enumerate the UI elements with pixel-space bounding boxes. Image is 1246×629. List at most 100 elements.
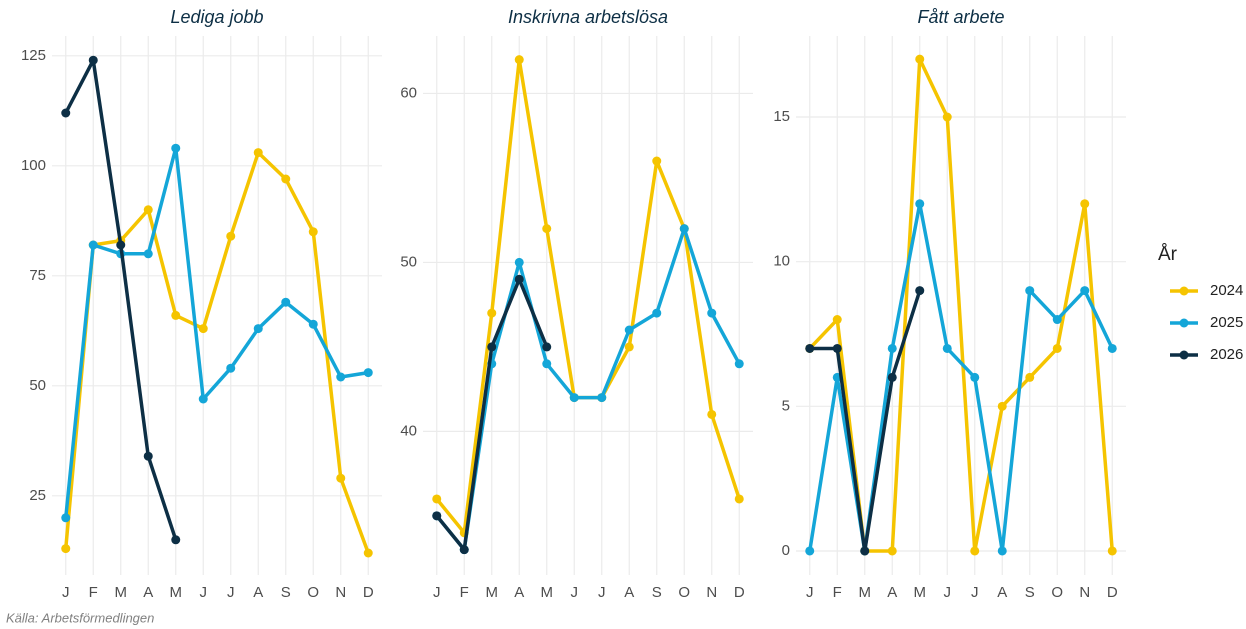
panel-title: Lediga jobb [170, 7, 263, 27]
y-tick-label: 100 [21, 157, 46, 174]
point [336, 372, 346, 382]
legend-label: 2024 [1210, 282, 1243, 299]
point [542, 359, 552, 369]
point [624, 325, 634, 335]
point [542, 224, 552, 234]
x-tick-label: J [571, 584, 579, 601]
point [942, 343, 952, 353]
point [1052, 343, 1062, 353]
point [61, 513, 71, 523]
y-tick-label: 25 [29, 487, 46, 504]
point [1107, 343, 1117, 353]
point [887, 372, 897, 382]
x-tick-label: F [460, 584, 469, 601]
point [915, 286, 925, 296]
x-tick-label: A [253, 584, 263, 601]
point [363, 368, 373, 378]
point [1052, 315, 1062, 325]
legend-label: 2025 [1210, 314, 1243, 331]
point [1025, 286, 1035, 296]
point [832, 315, 842, 325]
x-tick-label: F [89, 584, 98, 601]
y-tick-label: 0 [782, 542, 790, 559]
point [707, 308, 717, 318]
x-tick-label: M [486, 584, 499, 601]
point [997, 401, 1007, 411]
point [805, 546, 815, 556]
point [832, 343, 842, 353]
x-tick-label: A [624, 584, 634, 601]
x-tick-label: D [734, 584, 745, 601]
x-tick-label: A [997, 584, 1007, 601]
series-line [808, 202, 1114, 553]
point [143, 249, 153, 259]
legend-label: 2026 [1210, 346, 1243, 363]
point [116, 240, 126, 250]
y-tick-label: 125 [21, 47, 46, 64]
x-tick-label: F [833, 584, 842, 601]
x-tick-label: S [652, 584, 662, 601]
point [887, 343, 897, 353]
legend-swatch [1179, 318, 1189, 328]
x-tick-label: J [806, 584, 814, 601]
x-tick-label: M [914, 584, 927, 601]
legend-swatch [1179, 350, 1189, 360]
y-tick-label: 50 [29, 377, 46, 394]
point [88, 55, 98, 65]
panel-title: Inskrivna arbetslösa [508, 7, 668, 27]
point [1080, 199, 1090, 209]
x-tick-label: J [200, 584, 208, 601]
x-tick-label: J [433, 584, 441, 601]
point [308, 227, 318, 237]
point [363, 548, 373, 558]
point [143, 451, 153, 461]
point [569, 393, 579, 403]
series-line [64, 146, 369, 518]
point [226, 363, 236, 373]
point [1080, 286, 1090, 296]
panel-title: Fått arbete [917, 7, 1004, 27]
y-tick-label: 5 [782, 397, 790, 414]
point [226, 231, 236, 241]
x-tick-label: M [541, 584, 554, 601]
point [432, 511, 442, 521]
point [1107, 546, 1117, 556]
x-tick-label: N [1079, 584, 1090, 601]
x-tick-label: J [944, 584, 952, 601]
x-tick-label: J [227, 584, 235, 601]
point [514, 55, 524, 65]
x-tick-label: D [363, 584, 374, 601]
point [915, 199, 925, 209]
point [171, 143, 181, 153]
point [171, 310, 181, 320]
x-tick-label: S [281, 584, 291, 601]
point [970, 546, 980, 556]
point [679, 224, 689, 234]
point [1025, 372, 1035, 382]
x-tick-label: N [335, 584, 346, 601]
point [942, 112, 952, 122]
point [487, 342, 497, 352]
point [281, 174, 291, 184]
x-tick-label: J [971, 584, 979, 601]
point [88, 240, 98, 250]
point [487, 308, 497, 318]
caption: Källa: Arbetsförmedlingen [6, 610, 154, 625]
y-tick-label: 40 [400, 422, 417, 439]
point [514, 274, 524, 284]
point [253, 148, 263, 158]
point [734, 359, 744, 369]
point [707, 409, 717, 419]
point [652, 308, 662, 318]
y-tick-label: 75 [29, 267, 46, 284]
point [624, 342, 634, 352]
legend-swatch [1179, 286, 1189, 296]
y-tick-label: 10 [773, 253, 790, 270]
point [542, 342, 552, 352]
point [308, 319, 318, 329]
x-tick-label: M [115, 584, 128, 601]
point [143, 205, 153, 215]
series-line [435, 57, 741, 535]
series-line [64, 150, 370, 554]
